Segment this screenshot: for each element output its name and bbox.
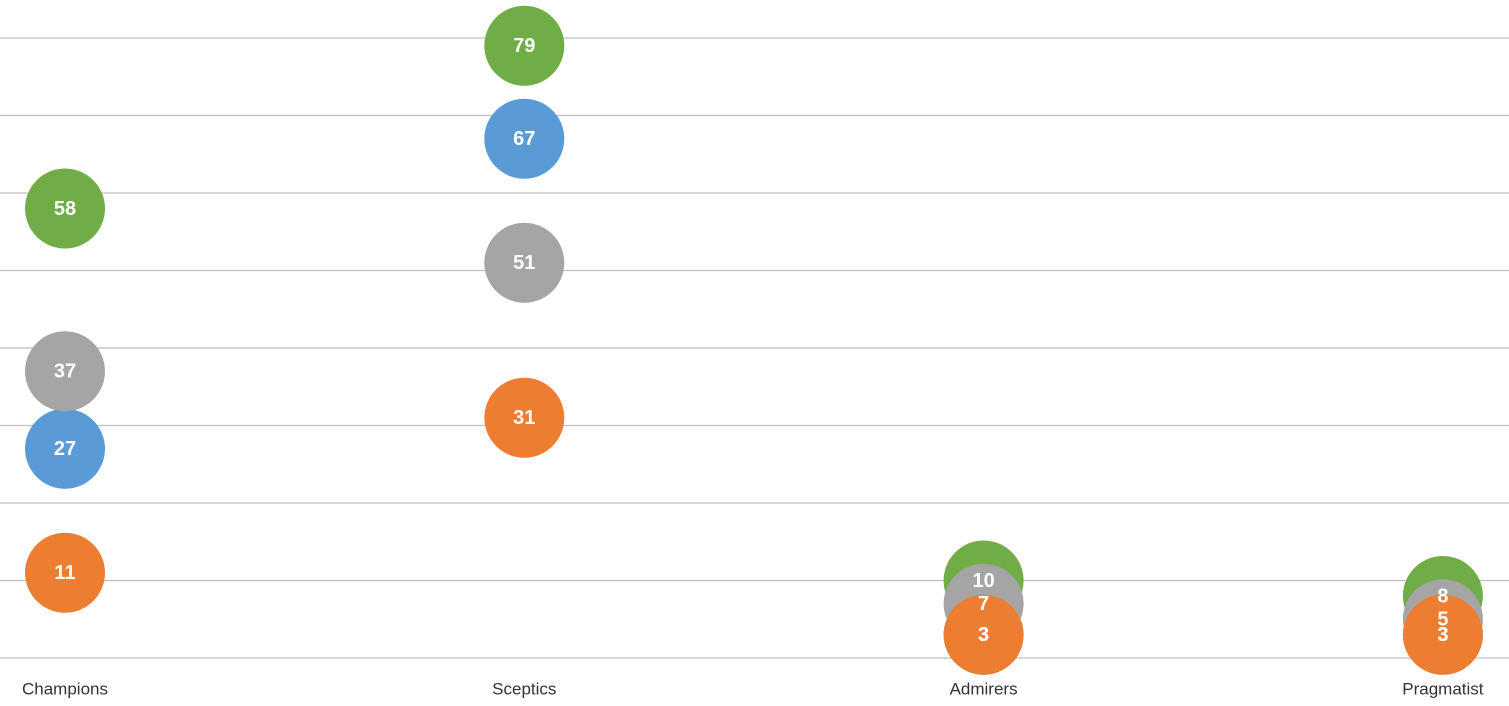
data-label: 67 — [513, 128, 535, 150]
dot — [484, 222, 565, 303]
x-tick-label: Admirers — [950, 679, 1018, 698]
data-label: 7 — [978, 593, 989, 615]
x-tick-label: Pragmatist — [1402, 679, 1484, 698]
data-label: 5 — [1437, 609, 1448, 631]
dot — [484, 5, 565, 86]
dot — [25, 408, 105, 489]
data-label: 31 — [513, 407, 535, 429]
data-label: 3 — [1437, 624, 1448, 646]
data-label: 27 — [54, 438, 76, 460]
dot — [943, 594, 1024, 675]
dot — [25, 532, 105, 613]
data-label: 3 — [978, 624, 989, 646]
data-label: 3 — [978, 624, 989, 646]
data-label: 11 — [54, 562, 75, 584]
dot — [25, 331, 105, 412]
data-label: 37 — [54, 361, 76, 383]
dot — [484, 98, 565, 179]
data-label: 10 — [972, 570, 994, 592]
data-label: 51 — [513, 252, 535, 274]
data-label: 58 — [54, 198, 76, 220]
dot — [484, 377, 565, 458]
x-tick-label: Champions — [22, 679, 108, 698]
dot — [25, 168, 105, 249]
data-label: 3 — [1437, 624, 1448, 646]
dot — [1402, 594, 1483, 675]
data-label: 8 — [1437, 585, 1448, 607]
x-tick-label: Sceptics — [492, 679, 556, 698]
data-label: 79 — [513, 35, 535, 57]
